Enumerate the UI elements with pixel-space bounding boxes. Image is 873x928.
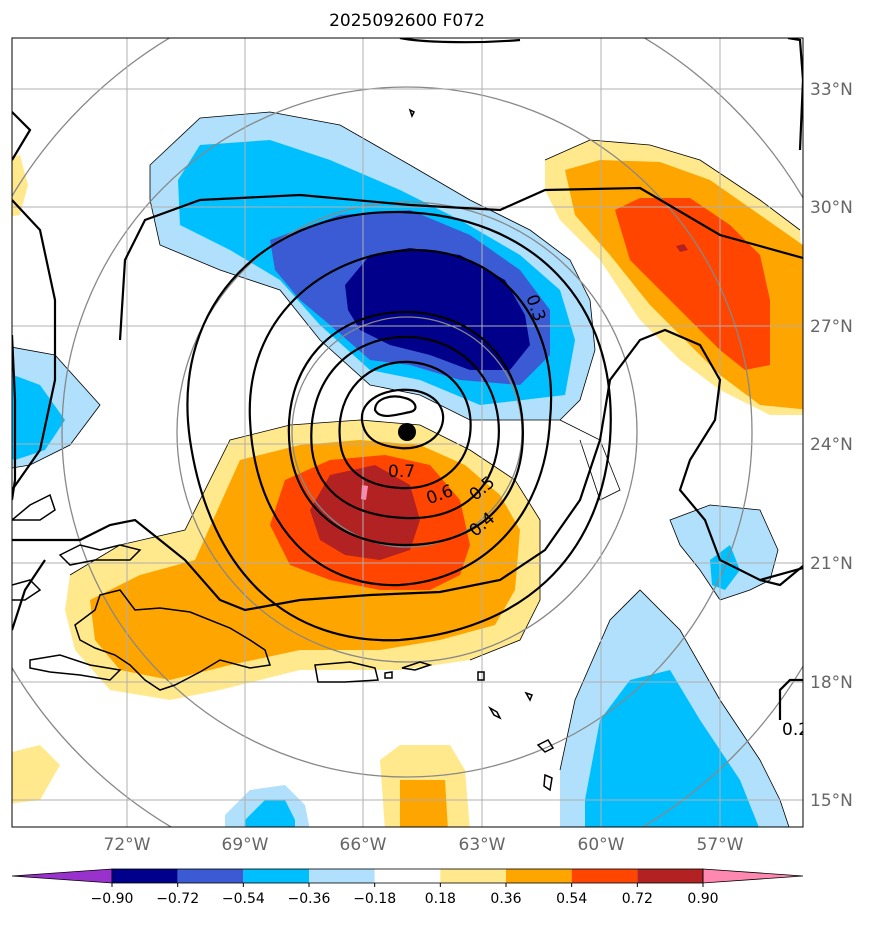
- colorbar-tick-label: −0.90: [91, 891, 134, 907]
- colorbar-tick-label: 0.36: [490, 891, 521, 907]
- latitude-labels: 33°N 30°N 27°N 24°N 21°N 18°N 15°N: [810, 80, 853, 811]
- colorbar-tick-label: 0.54: [556, 891, 587, 907]
- longitude-labels: 72°W 69°W 66°W 63°W 60°W 57°W: [104, 835, 744, 855]
- colorbar-tick-label: −0.72: [156, 891, 199, 907]
- lat-label: 15°N: [810, 791, 853, 811]
- colorbar-extend-min: [11, 868, 113, 884]
- colorbar-tick-label: 0.90: [687, 891, 718, 907]
- colorbar-segment: [571, 869, 638, 883]
- colorbar-segment: [112, 869, 178, 883]
- colorbar-segment: [243, 869, 309, 883]
- colorbar-segment: [374, 869, 441, 883]
- lon-label: 60°W: [578, 835, 625, 855]
- thin-contours: [12, 111, 801, 827]
- plot-title: 2025092600 F072: [329, 11, 485, 31]
- lon-label: 69°W: [222, 835, 269, 855]
- colorbar-segment: [177, 869, 244, 883]
- map-frame: [11, 37, 804, 828]
- contour-label: 0.7: [388, 462, 415, 482]
- colorbar-tick-label: −0.36: [288, 891, 331, 907]
- lon-label: 66°W: [340, 835, 387, 855]
- positive-anomaly-south: [12, 420, 540, 827]
- colorbar-segment: [309, 869, 375, 883]
- contour-label: 0.2: [782, 720, 809, 740]
- thick-contours: [12, 38, 803, 720]
- colorbar-tick-label: −0.18: [353, 891, 396, 907]
- lat-label: 30°N: [810, 198, 853, 218]
- lat-label: 18°N: [810, 673, 853, 693]
- negative-anomaly-north: [12, 112, 595, 468]
- lon-label: 72°W: [104, 835, 151, 855]
- lon-label: 63°W: [459, 835, 506, 855]
- colorbar-segment: [506, 869, 572, 883]
- negative-anomaly-southeast: [225, 505, 789, 827]
- lat-label: 21°N: [810, 554, 853, 574]
- storm-center-dot: [398, 423, 416, 441]
- lat-label: 24°N: [810, 435, 853, 455]
- colorbar-tick-label: 0.18: [425, 891, 456, 907]
- map-area: 0.7 0.6 0.5 0.4 0.3 0.2: [12, 38, 809, 827]
- colorbar-segment: [637, 869, 703, 883]
- lat-label: 33°N: [810, 80, 853, 100]
- colorbar-tick-label: 0.72: [622, 891, 653, 907]
- lat-lon-grid: [12, 38, 803, 827]
- lon-label: 57°W: [697, 835, 744, 855]
- positive-anomaly-northeast: [12, 140, 803, 415]
- colorbar-tick-label: −0.54: [222, 891, 265, 907]
- lat-label: 27°N: [810, 317, 853, 337]
- colorbar-extend-max: [702, 868, 804, 884]
- colorbar: −0.90 −0.72 −0.54 −0.36 −0.18 0.18 0.36 0.54 0.7…: [11, 868, 804, 907]
- colorbar-segment: [440, 869, 506, 883]
- coastlines: [12, 108, 555, 792]
- colorbar-outline: [111, 868, 704, 884]
